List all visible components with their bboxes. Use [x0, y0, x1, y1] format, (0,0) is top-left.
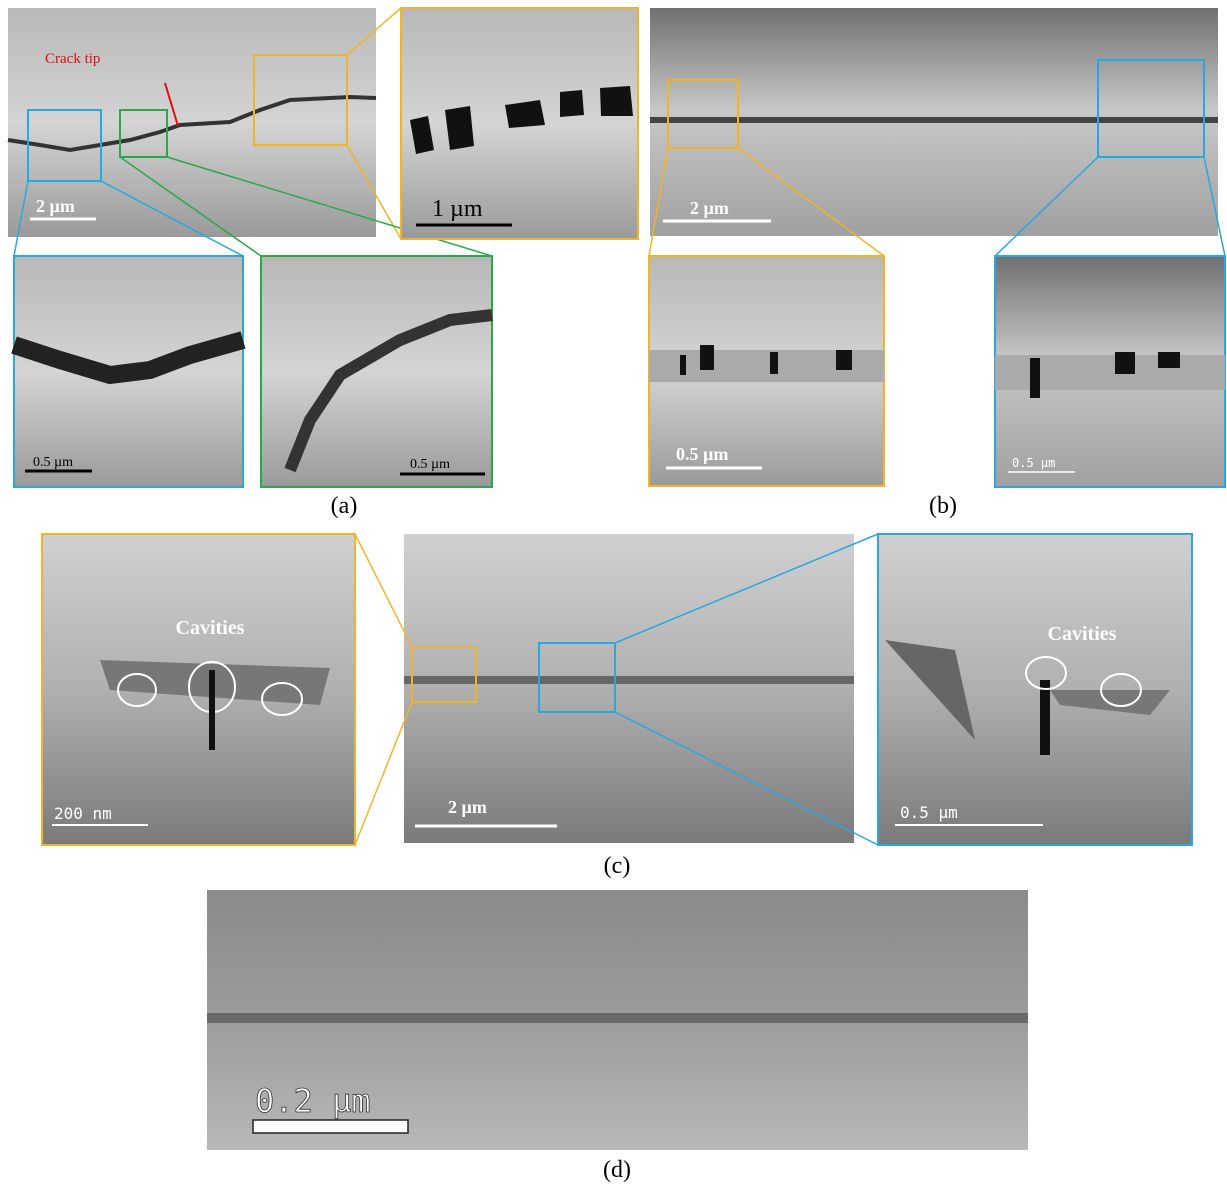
scale-label: 1 µm [432, 196, 483, 222]
scale-label: 0.2 µm [255, 1082, 371, 1120]
zoom-line [355, 534, 412, 647]
annotation: Cavities [1048, 623, 1117, 645]
scale-label: 0.5 µm [676, 444, 728, 464]
scale-label: 0.5 µm [410, 457, 450, 472]
panel-label: (b) [929, 493, 957, 519]
annotation: Cavities [176, 617, 245, 639]
panel-label: (c) [604, 853, 631, 879]
cavity [209, 670, 215, 750]
scale-label: 0.5 µm [1012, 456, 1055, 470]
scale-label: 2 µm [36, 196, 75, 216]
scale-bar [253, 1120, 408, 1133]
panel-label: (a) [331, 493, 358, 519]
micrograph [878, 534, 1192, 845]
panel-label: (d) [603, 1157, 631, 1183]
figure: Crack tip 2 µm 1 µm 0.5 µm 0.5 µm (a) 2 … [0, 0, 1227, 1187]
annotation: Crack tip [45, 51, 100, 67]
scale-label: 0.5 µm [33, 455, 73, 470]
cavity [1040, 680, 1050, 755]
grain-boundary [995, 355, 1225, 390]
scale-label: 2 µm [690, 198, 729, 218]
scale-label: 0.5 µm [900, 803, 958, 822]
scale-label: 200 nm [54, 804, 112, 823]
zoom-line [355, 702, 412, 845]
scale-label: 2 µm [448, 797, 487, 817]
